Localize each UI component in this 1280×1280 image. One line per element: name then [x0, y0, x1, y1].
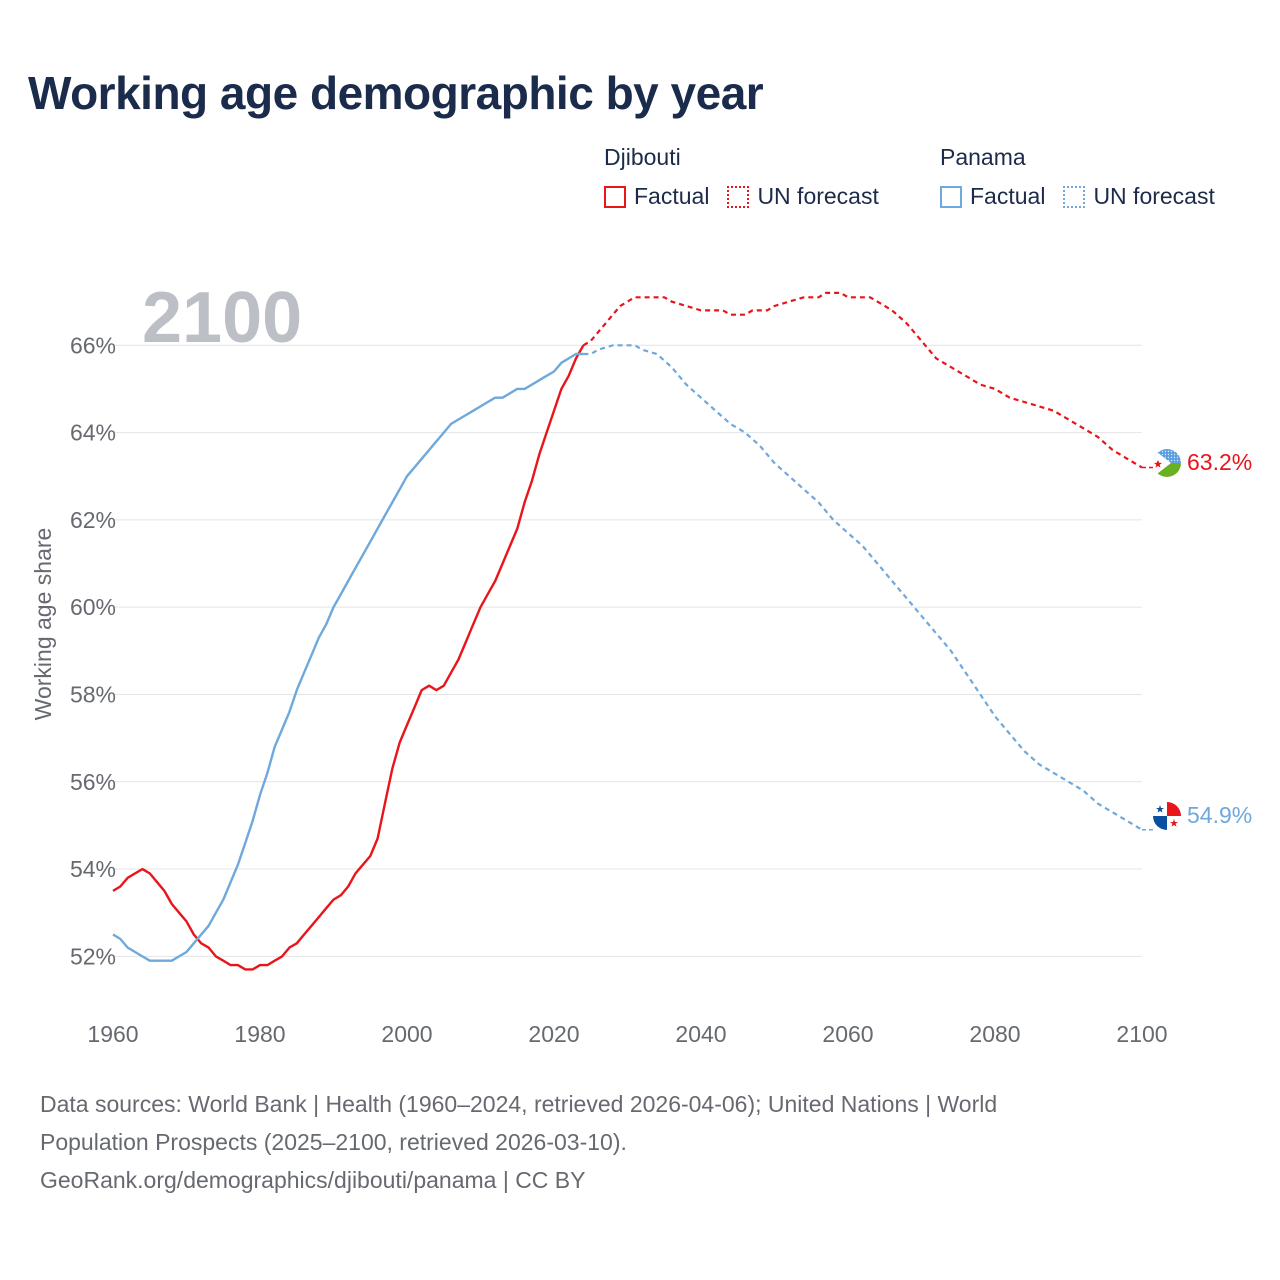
- y-tick-label: 58%: [70, 681, 116, 707]
- legend-label-forecast: UN forecast: [1093, 183, 1215, 209]
- legend-group-djibouti: Djibouti Factual UN forecast: [604, 144, 897, 210]
- legend-label-factual: Factual: [970, 183, 1046, 209]
- x-tick-label: 1960: [87, 1021, 138, 1047]
- y-tick-label: 60%: [70, 594, 116, 620]
- legend-item-panama-forecast[interactable]: UN forecast: [1063, 183, 1215, 210]
- djibouti-factual-line: [112, 344, 585, 971]
- x-tick-label: 2000: [381, 1021, 432, 1047]
- y-tick-label: 56%: [70, 769, 116, 795]
- x-tick-label: 2020: [528, 1021, 579, 1047]
- djibouti-forecast-line: [582, 291, 1143, 469]
- y-tick-label: 64%: [70, 420, 116, 446]
- y-tick-label: 62%: [70, 507, 116, 533]
- year-watermark: 2100: [142, 278, 302, 358]
- y-axis-label: Working age share: [30, 528, 56, 721]
- panama-end-label: 54.9%: [1187, 802, 1252, 828]
- legend-group-panama: Panama Factual UN forecast: [940, 144, 1215, 210]
- y-tick-label: 66%: [70, 332, 116, 358]
- legend-item-djibouti-factual[interactable]: Factual: [604, 183, 709, 210]
- legend-item-panama-factual[interactable]: Factual: [940, 183, 1045, 210]
- y-tick-label: 52%: [70, 943, 116, 969]
- x-tick-label: 2100: [1116, 1021, 1167, 1047]
- y-tick-label: 54%: [70, 856, 116, 882]
- x-tick-label: 2040: [675, 1021, 726, 1047]
- legend-country-djibouti: Djibouti: [604, 144, 681, 170]
- panama-factual-line: [112, 352, 584, 962]
- source-line-2: Population Prospects (2025–2100, retriev…: [40, 1129, 627, 1155]
- legend-swatch-solid: [940, 185, 962, 208]
- panama-flag-icon: [1153, 802, 1181, 830]
- x-tick-label: 2060: [822, 1021, 873, 1047]
- legend-country-panama: Panama: [940, 144, 1026, 170]
- legend-swatch-dotted: [1063, 185, 1086, 208]
- legend-item-djibouti-forecast[interactable]: UN forecast: [727, 183, 879, 210]
- djibouti-flag-icon: [1153, 449, 1181, 477]
- djibouti-end-label: 63.2%: [1187, 449, 1252, 475]
- source-note: Data sources: World Bank | Health (1960–…: [40, 1085, 1190, 1199]
- legend-label-factual: Factual: [634, 183, 710, 209]
- chart-title: Working age demographic by year: [28, 67, 764, 119]
- x-tick-label: 1980: [234, 1021, 285, 1047]
- source-line-1: Data sources: World Bank | Health (1960–…: [40, 1091, 998, 1117]
- legend-swatch-dotted: [727, 185, 750, 208]
- legend-swatch-solid: [604, 185, 626, 208]
- source-line-3: GeoRank.org/demographics/djibouti/panama…: [40, 1167, 586, 1193]
- x-tick-label: 2080: [969, 1021, 1020, 1047]
- legend-label-forecast: UN forecast: [757, 183, 879, 209]
- panama-forecast-line: [583, 344, 1143, 831]
